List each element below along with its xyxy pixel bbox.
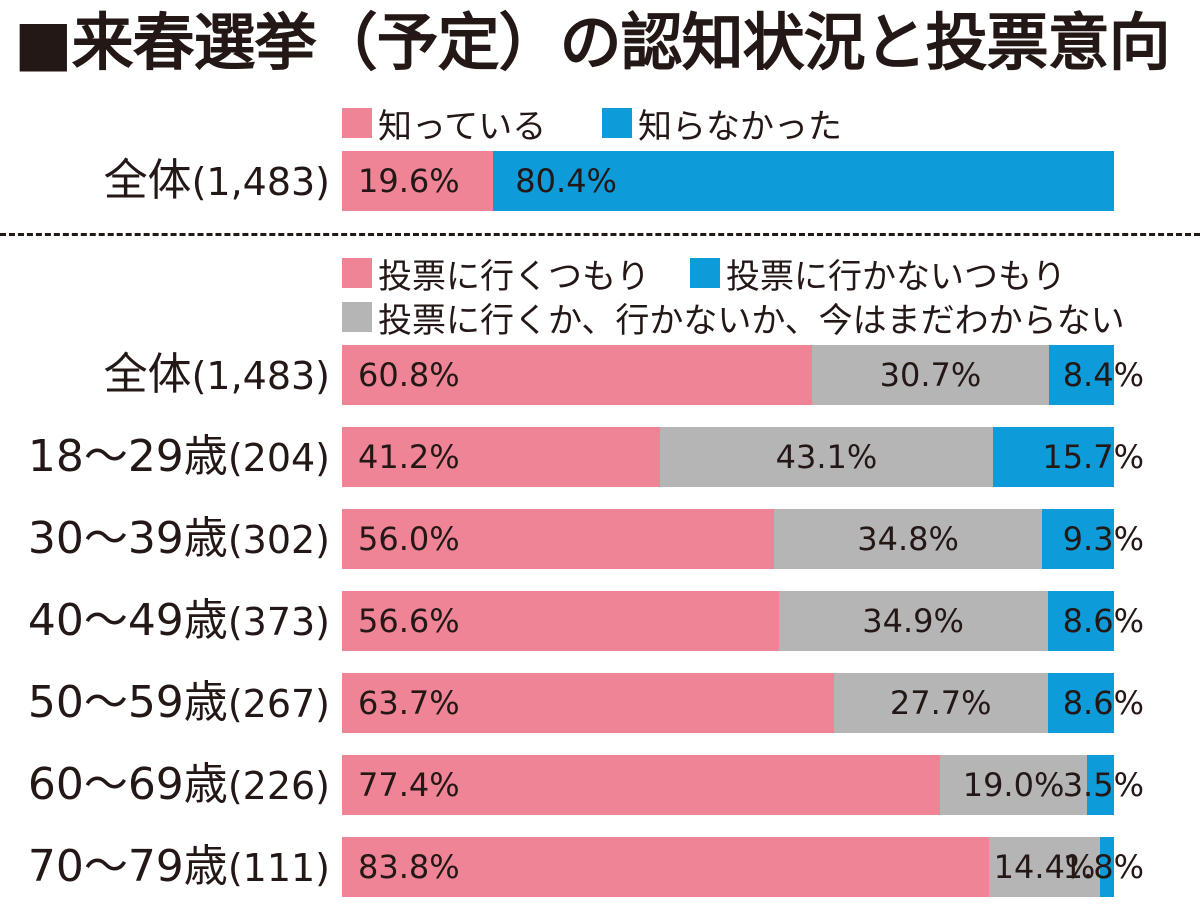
bar-segment: 80.4% (493, 151, 1114, 211)
bar-segment: 8.4% (1049, 345, 1144, 405)
segment-value-label: 8.6% (1062, 602, 1144, 640)
stacked-bar: 56.0% 34.8% 9.3% (342, 509, 1144, 569)
category-label: 30〜39歳(302) (0, 509, 330, 570)
segment-value-label: 1.8% (1062, 848, 1144, 886)
segment-value-label: 8.6% (1062, 684, 1144, 722)
legend-swatch (602, 108, 632, 138)
category-name: 50〜59歳 (27, 677, 228, 728)
legend-item: 投票に行くか、行かないか、今はまだわからない (342, 297, 1125, 341)
bar-segment: 77.4% (342, 755, 941, 815)
bar-segment: 60.8% (342, 345, 812, 405)
bar-segment: 43.1% (660, 427, 993, 487)
bar-segment: 9.3% (1042, 509, 1144, 569)
legend-swatch (342, 302, 372, 332)
segment-value-label: 41.2% (358, 438, 460, 476)
category-sample-size: (267) (227, 682, 330, 726)
segment-value-label: 34.8% (857, 520, 959, 558)
segment-value-label: 19.6% (358, 162, 460, 200)
chart-title: ■来春選挙（予定）の認知状況と投票意向 (14, 6, 1171, 79)
legend-swatch (690, 258, 720, 288)
legend-label: 投票に行くか、行かないか、今はまだわからない (378, 300, 1125, 341)
category-name: 40〜49歳 (27, 595, 228, 646)
legend-item: 投票に行くつもり (342, 253, 650, 297)
bar-segment: 8.6% (1047, 673, 1144, 733)
legend-item: 知らなかった (602, 103, 842, 147)
category-name: 30〜39歳 (27, 513, 228, 564)
segment-value-label: 19.0% (962, 766, 1065, 804)
category-sample-size: (1,483) (191, 354, 330, 398)
category-label: 全体(1,483) (0, 151, 330, 212)
bar-segment: 41.2% (342, 427, 661, 487)
bar-segment: 34.8% (773, 509, 1043, 569)
legend-item: 投票に行かないつもり (690, 253, 1066, 297)
legend-label: 知っている (378, 106, 547, 147)
category-sample-size: (302) (227, 518, 330, 562)
stacked-bar: 60.8% 30.7% 8.4% (342, 345, 1144, 405)
legend-label: 投票に行かないつもり (726, 256, 1066, 297)
stacked-bar: 19.6% 80.4% (342, 151, 1114, 211)
stacked-bar: 41.2% 43.1% 15.7% (342, 427, 1144, 487)
segment-value-label: 80.4% (515, 162, 617, 200)
bar-segment: 1.8% (1063, 837, 1144, 897)
bar-segment: 63.7% (342, 673, 834, 733)
legend-swatch (342, 258, 372, 288)
segment-value-label: 83.8% (358, 848, 460, 886)
bar-segment: 34.9% (778, 591, 1048, 651)
category-sample-size: (1,483) (191, 160, 330, 204)
category-label: 60〜69歳(226) (0, 755, 330, 816)
segment-value-label: 56.6% (358, 602, 460, 640)
category-name: 18〜29歳 (27, 431, 228, 482)
category-sample-size: (373) (227, 600, 330, 644)
category-label: 18〜29歳(204) (0, 427, 330, 488)
stacked-bar: 83.8% 14.4% 1.8% (342, 837, 1144, 897)
section-divider (0, 233, 1200, 236)
bar-segment: 8.6% (1047, 591, 1144, 651)
legend-label: 投票に行くつもり (378, 256, 650, 297)
segment-value-label: 27.7% (889, 684, 992, 722)
segment-value-label: 56.0% (358, 520, 460, 558)
category-label: 50〜59歳(267) (0, 673, 330, 734)
bar-segment: 19.0% (940, 755, 1087, 815)
segment-value-label: 34.9% (862, 602, 964, 640)
category-sample-size: (226) (227, 764, 330, 808)
category-name: 全体 (103, 155, 192, 206)
category-name: 60〜69歳 (27, 759, 228, 810)
bar-segment: 56.0% (342, 509, 774, 569)
segment-value-label: 15.7% (1042, 438, 1144, 476)
bar-segment: 30.7% (811, 345, 1050, 405)
legend-item: 知っている (342, 103, 546, 147)
segment-value-label: 14.4% (993, 848, 1096, 886)
category-sample-size: (204) (227, 436, 330, 480)
category-name: 70〜79歳 (27, 841, 228, 892)
bar-segment: 56.6% (342, 591, 779, 651)
bar-segment: 14.4% (988, 837, 1101, 897)
segment-value-label: 60.8% (358, 356, 460, 394)
stacked-bar: 77.4% 19.0% 3.5% (342, 755, 1144, 815)
stacked-bar: 63.7% 27.7% 8.6% (342, 673, 1144, 733)
legend-label: 知らなかった (638, 106, 842, 147)
segment-value-label: 30.7% (879, 356, 982, 394)
bar-segment: 15.7% (992, 427, 1144, 487)
segment-value-label: 77.4% (358, 766, 460, 804)
bar-segment: 3.5% (1063, 755, 1144, 815)
category-label: 40〜49歳(373) (0, 591, 330, 652)
bar-segment: 83.8% (342, 837, 989, 897)
segment-value-label: 3.5% (1062, 766, 1144, 804)
category-label: 全体(1,483) (0, 345, 330, 406)
segment-value-label: 43.1% (775, 438, 878, 476)
stacked-bar: 56.6% 34.9% 8.6% (342, 591, 1144, 651)
legend-swatch (342, 108, 372, 138)
segment-value-label: 63.7% (358, 684, 460, 722)
bar-segment: 19.6% (342, 151, 494, 211)
category-label: 70〜79歳(111) (0, 837, 330, 898)
segment-value-label: 9.3% (1062, 520, 1144, 558)
bar-segment: 27.7% (833, 673, 1048, 733)
category-name: 全体 (103, 349, 192, 400)
segment-value-label: 8.4% (1062, 356, 1144, 394)
category-sample-size: (111) (227, 846, 330, 890)
